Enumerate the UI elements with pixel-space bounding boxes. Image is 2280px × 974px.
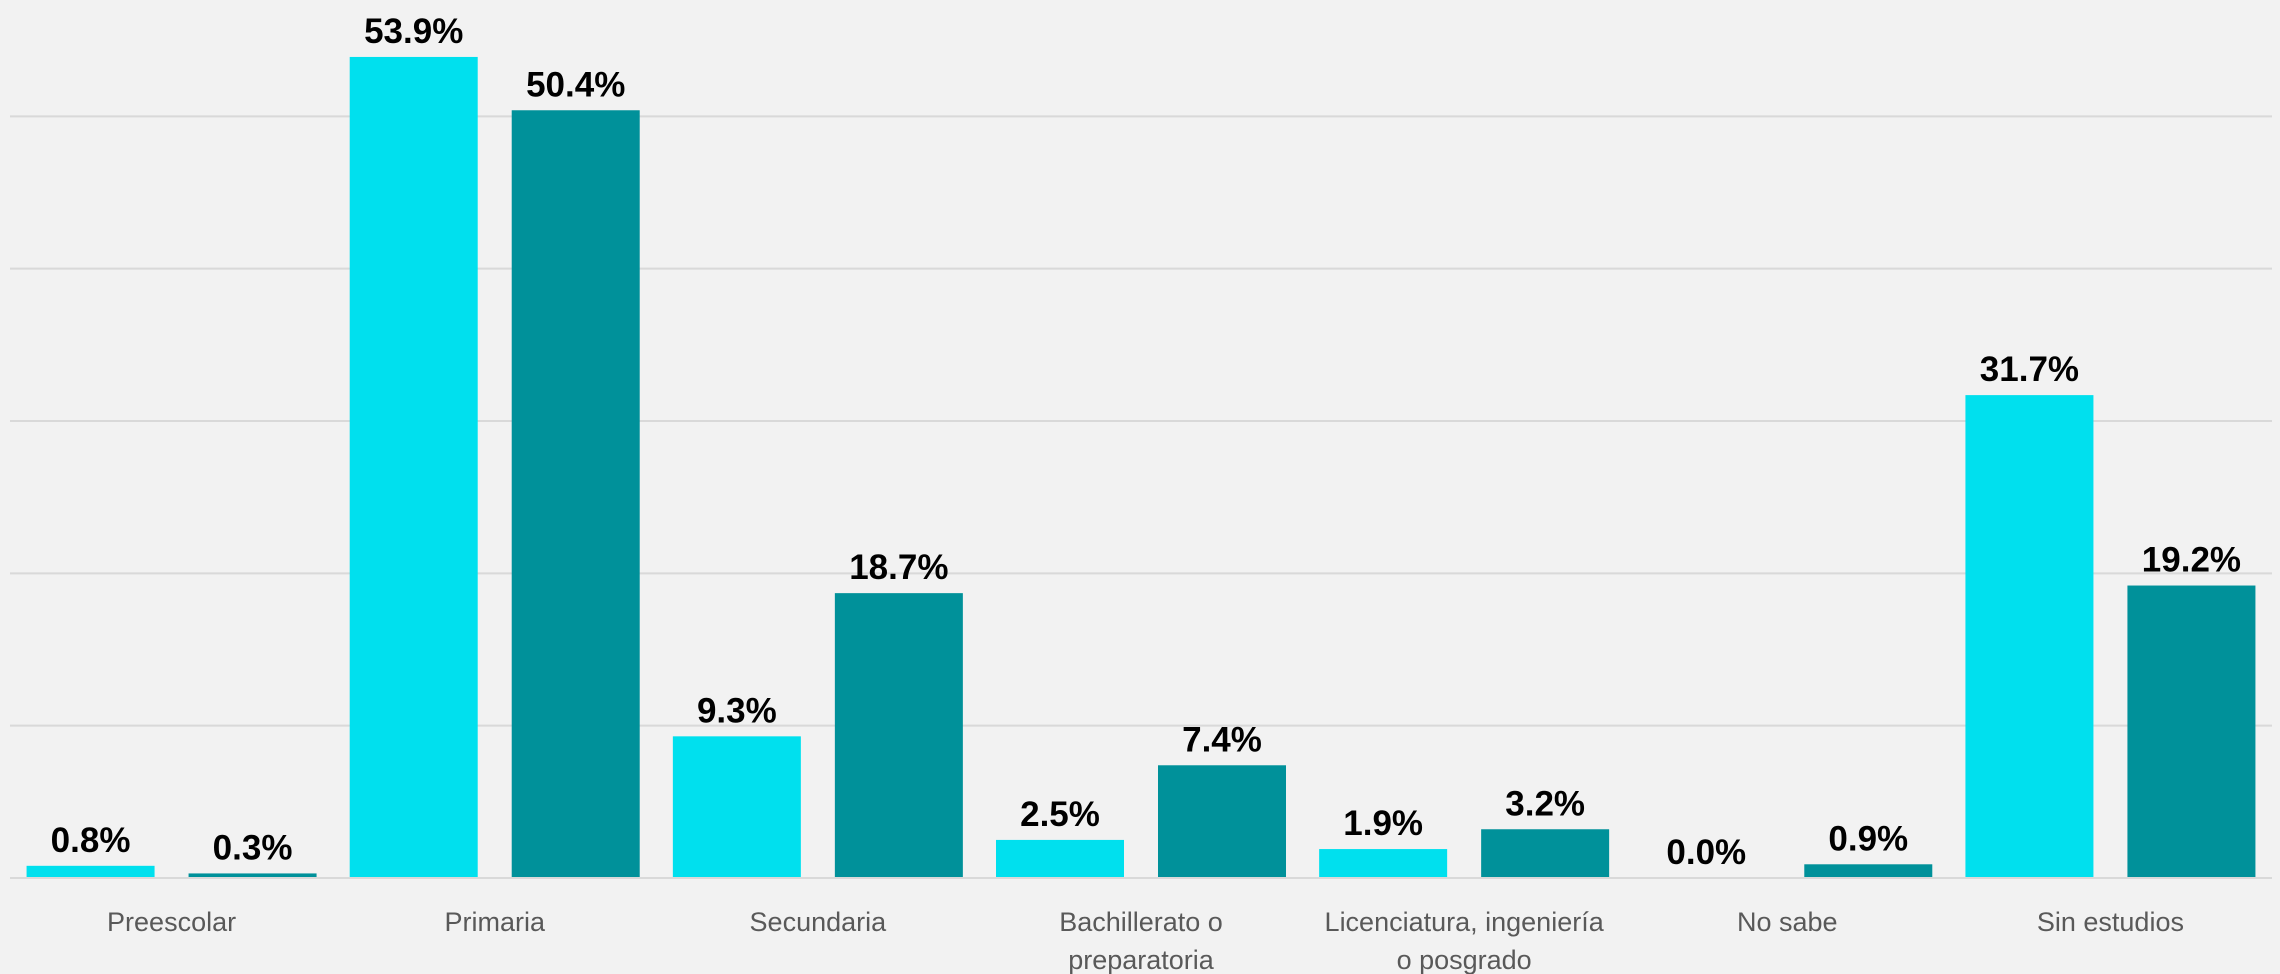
bar-value-label: 7.4% [1182,720,1262,759]
bar-value-label: 3.2% [1505,784,1585,823]
bar-value-label: 0.8% [51,821,131,860]
bar-value-label: 0.3% [213,828,293,867]
bar-series-1 [349,56,478,879]
bar-value-label: 50.4% [526,65,625,104]
bar-value-label: 1.9% [1343,804,1423,843]
bars [26,56,2256,879]
category-label: Preescolar [107,907,236,937]
category-labels: Preescolar Primaria Secundaria Bachillerato… [107,907,2184,974]
bar-value-label: 2.5% [1020,795,1100,834]
category-label: Secundaria [750,907,888,937]
bar-series-2 [834,593,963,878]
bar-value-label: 9.3% [697,691,777,730]
bar-series-2 [188,873,317,878]
bar-series-1 [996,839,1124,878]
bar-series-2 [1158,765,1286,878]
bar-series-1 [672,736,801,878]
category-label: Primaria [444,907,545,937]
bar-series-1 [26,865,155,878]
category-label: Bachillerato o preparatoria [1059,907,1223,974]
bar-series-1 [1319,849,1448,878]
bar-value-label: 53.9% [364,12,463,51]
bar-value-label: 19.2% [2142,541,2241,580]
category-label: Sin estudios [2037,907,2184,937]
bar-series-2 [511,110,640,879]
bar-value-label: 0.0% [1666,833,1746,872]
bar-series-2 [1804,864,1933,878]
bar-series-2 [1481,829,1610,878]
category-label: Licenciatura, ingeniería o posgrado [1325,907,1605,974]
category-label: No sabe [1737,907,1838,937]
bar-value-label: 18.7% [849,548,948,587]
gridlines [10,115,2272,727]
bar-series-2 [2127,585,2256,878]
value-labels: 0.8% 0.3% 53.9% 50.4% 9.3% 18.7% 2.5% 7.4% 1.9% 3… [51,12,2241,872]
bar-series-1 [1965,395,2094,878]
bar-value-label: 0.9% [1828,819,1908,858]
bar-value-label: 31.7% [1980,350,2079,389]
